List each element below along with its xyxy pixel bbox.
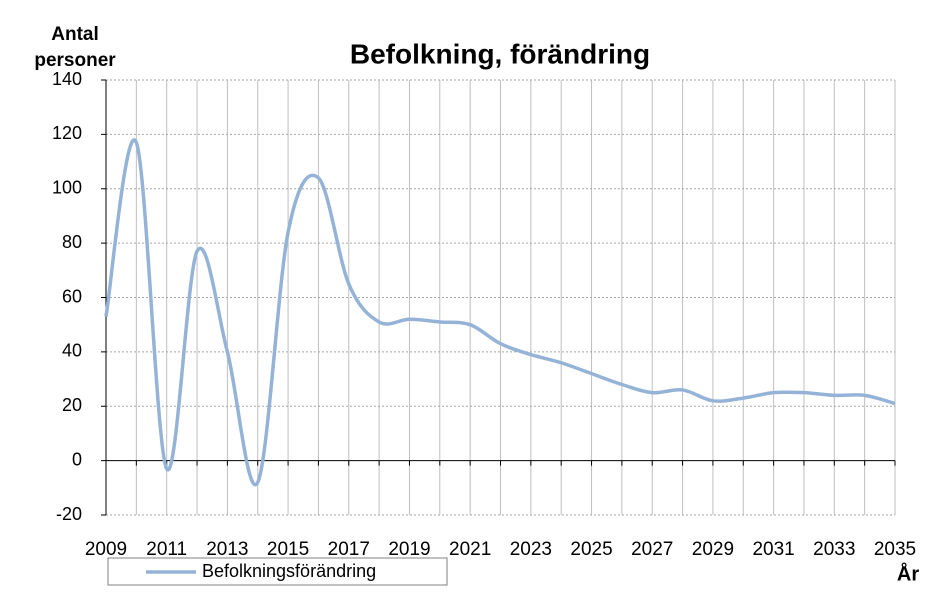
x-tick-label: 2017 bbox=[328, 539, 370, 560]
x-tick-label: 2027 bbox=[631, 539, 673, 560]
x-tick-label: 2033 bbox=[813, 539, 855, 560]
x-tick-label: 2019 bbox=[388, 539, 430, 560]
y-tick-label: 120 bbox=[52, 123, 82, 143]
y-tick-label: 100 bbox=[52, 178, 82, 198]
line-series bbox=[104, 138, 896, 487]
x-tick-label: 2009 bbox=[85, 539, 127, 560]
y-axis-label: Antal personer bbox=[34, 24, 116, 71]
y-tick-label: 60 bbox=[62, 286, 82, 306]
y-tick-label: 140 bbox=[52, 69, 82, 89]
y-tick-label: -20 bbox=[56, 504, 82, 524]
y-tick-label: 20 bbox=[62, 395, 82, 415]
x-tick-label: 2025 bbox=[570, 539, 612, 560]
x-tick-label: 2011 bbox=[146, 539, 187, 560]
x-tick-label: 2035 bbox=[874, 539, 916, 560]
y-tick-label: 0 bbox=[72, 449, 82, 469]
legend-label: Befolkningsförändring bbox=[202, 561, 376, 581]
x-tick-label: 2023 bbox=[510, 539, 552, 560]
chart-title: Befolkning, förändring bbox=[350, 38, 650, 69]
x-tick-label: 2015 bbox=[267, 539, 309, 560]
x-tick-label: 2031 bbox=[752, 539, 794, 560]
x-tick-label: 2021 bbox=[449, 539, 491, 560]
x-axis-label: År bbox=[897, 561, 919, 585]
x-tick-label: 2013 bbox=[206, 539, 248, 560]
y-tick-label: 40 bbox=[62, 341, 82, 361]
y-tick-label: 80 bbox=[62, 232, 82, 252]
x-tick-label: 2029 bbox=[692, 539, 734, 560]
